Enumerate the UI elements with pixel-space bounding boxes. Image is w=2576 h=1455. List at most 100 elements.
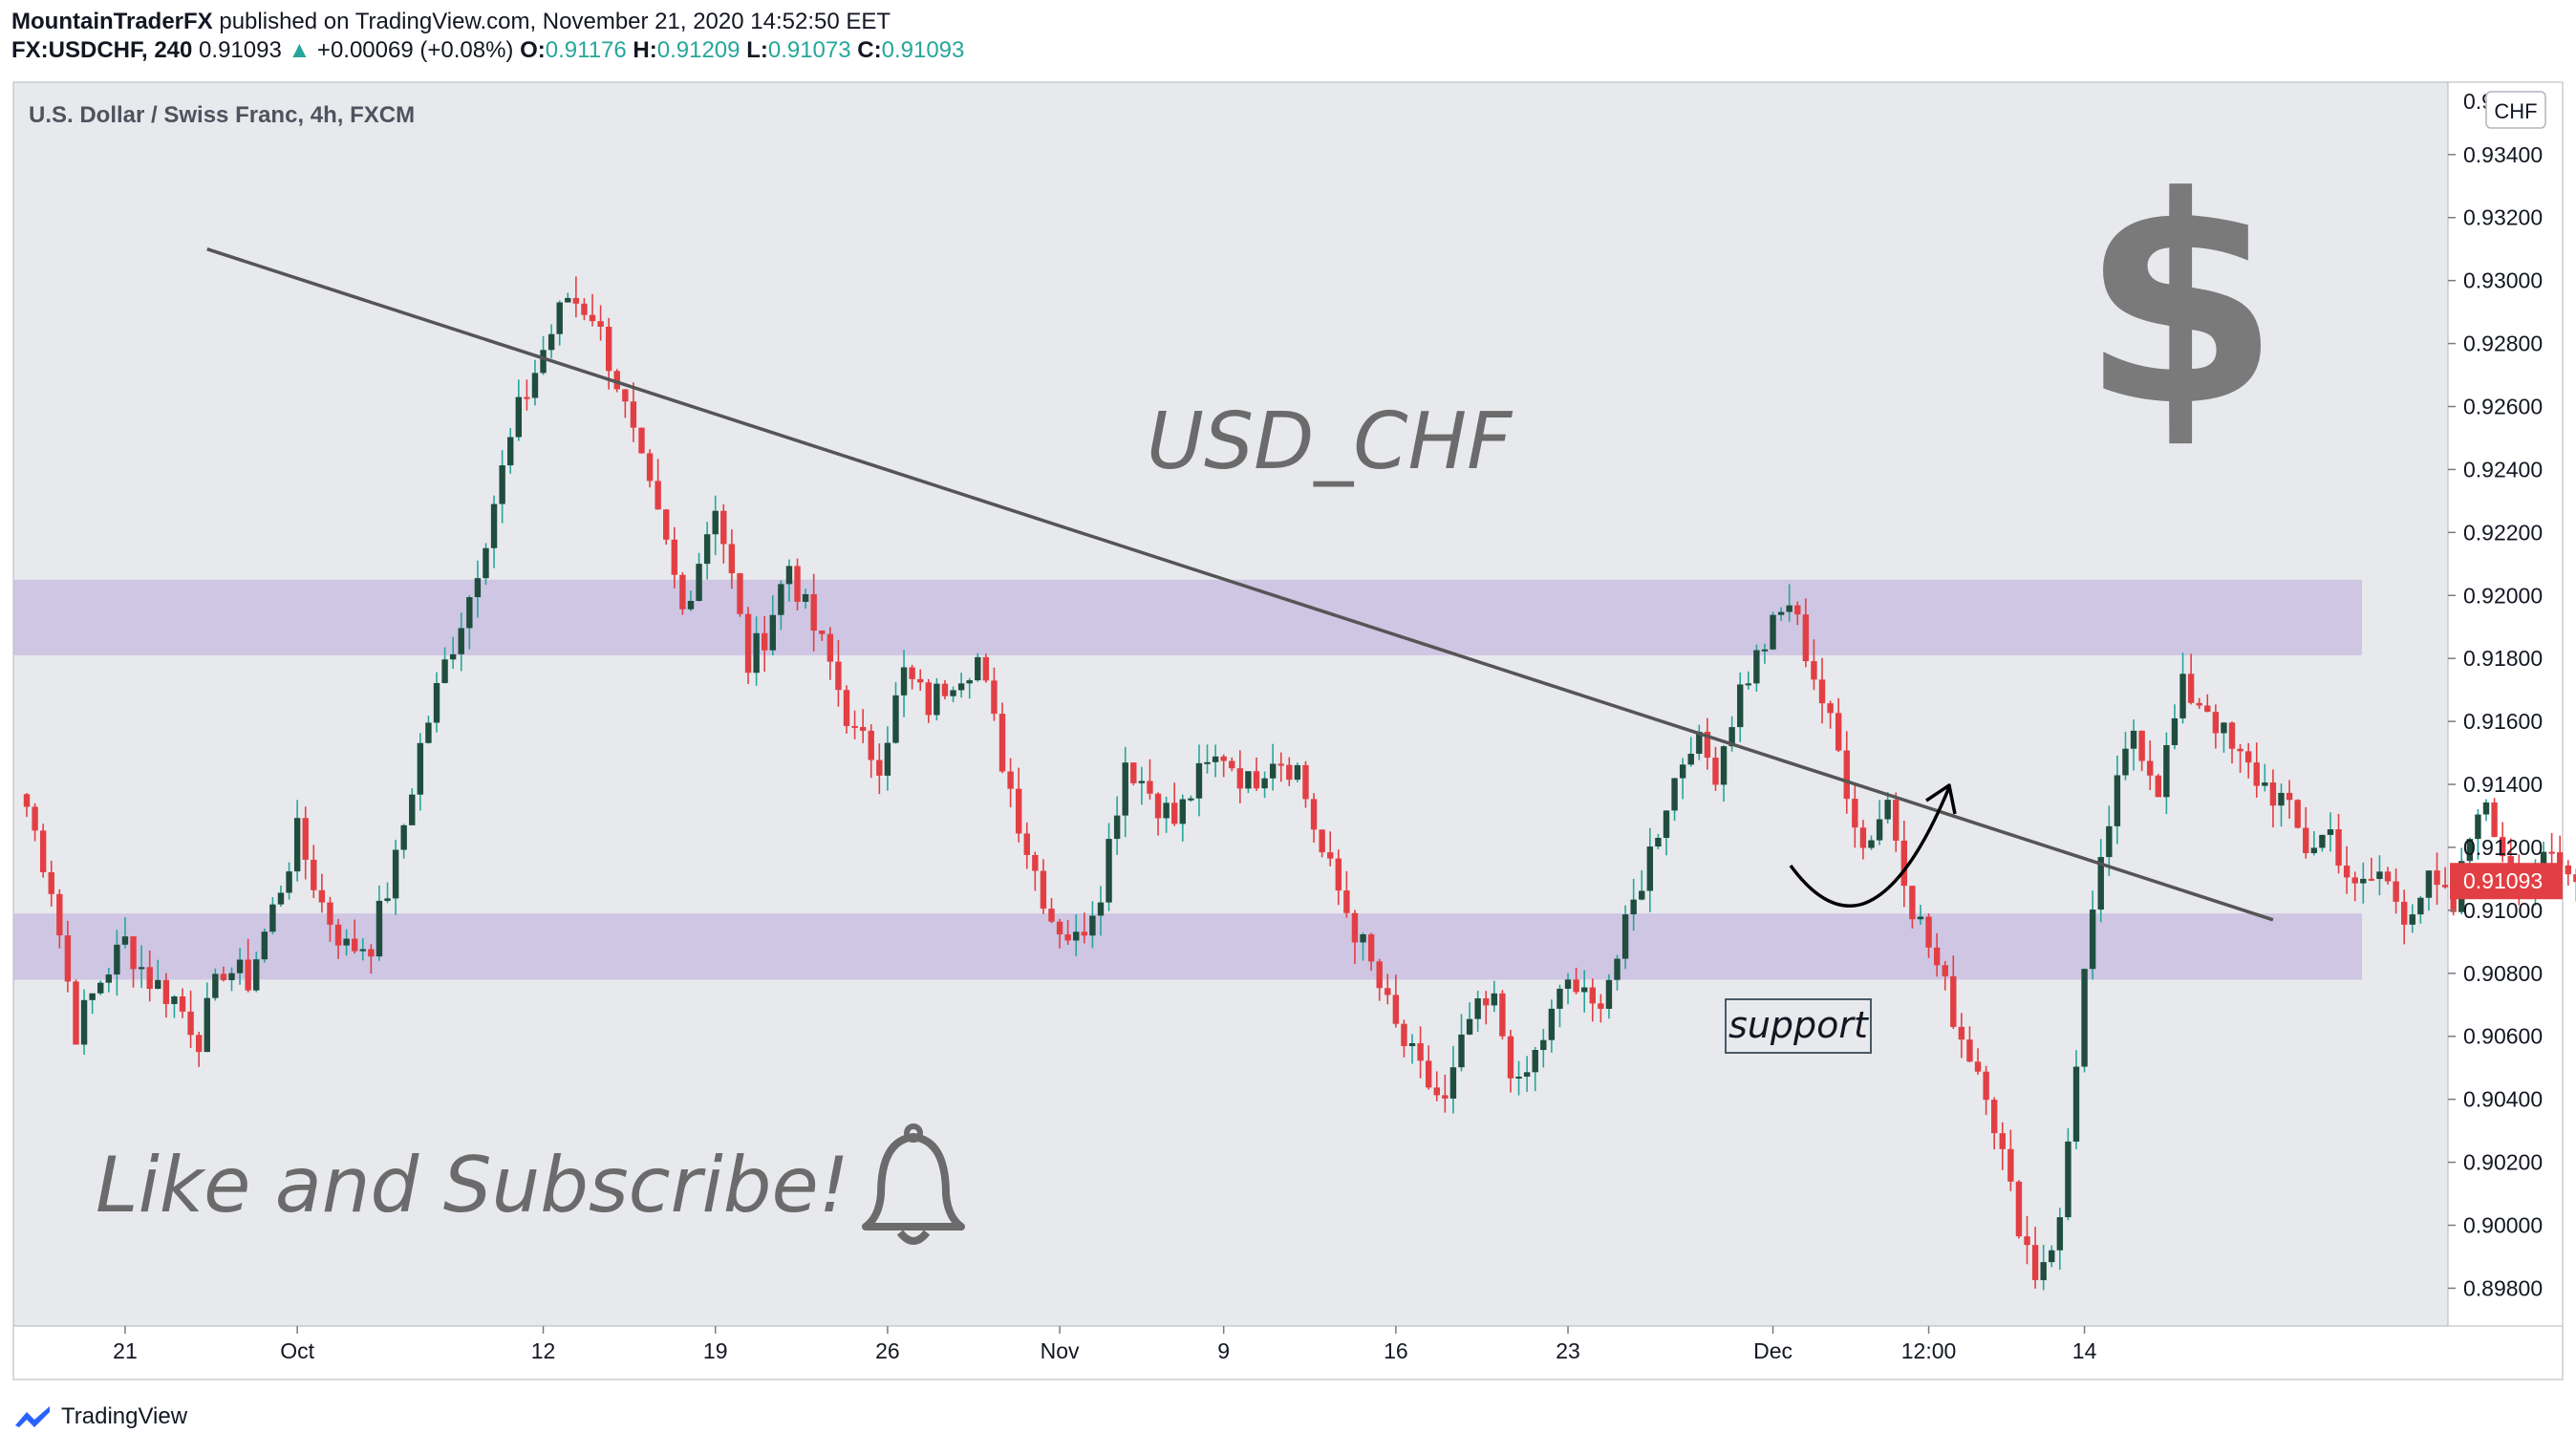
candle-body [1770, 614, 1776, 650]
candle-body [1589, 987, 1596, 1004]
price-tick-label: 0.90200 [2463, 1150, 2543, 1175]
candle-body [2425, 870, 2433, 898]
candle-body [2335, 829, 2342, 867]
candle-body [1474, 998, 1481, 1019]
price-tick-label: 0.92000 [2463, 583, 2543, 608]
high-value: 0.91209 [656, 37, 741, 63]
plot-background [13, 82, 2448, 1326]
candle-body [785, 566, 793, 585]
candle-body [1188, 798, 1194, 801]
candle-body [105, 974, 112, 983]
candle-body [1106, 839, 1112, 903]
candle-body [392, 849, 399, 899]
candle-body [1408, 1042, 1416, 1047]
time-axis-pane [12, 1325, 2564, 1380]
candle-body [2368, 878, 2375, 881]
candle-body [1802, 614, 1810, 662]
candle-body [524, 396, 530, 399]
candle-body [703, 534, 711, 565]
candle-body [794, 566, 801, 602]
candle-body [1515, 1076, 1522, 1079]
candle-body [565, 297, 571, 303]
candle-body [1425, 1060, 1432, 1088]
candle-body [269, 904, 276, 932]
current-price-label: 0.91093 [2463, 868, 2543, 893]
price-tick-label: 0.92200 [2463, 520, 2543, 545]
low-value: 0.91073 [767, 37, 851, 63]
candle-body [1130, 762, 1137, 783]
author-name[interactable]: MountainTraderFX [11, 9, 213, 34]
candle-body [1220, 756, 1227, 761]
symbol-label[interactable]: FX:USDCHF, 240 [11, 37, 193, 63]
candle-body [2024, 1236, 2030, 1246]
candle-body [2303, 827, 2309, 854]
candle-body [687, 600, 695, 610]
price-tick-label: 0.90400 [2463, 1087, 2543, 1112]
close-value: 0.91093 [881, 37, 965, 63]
candle-body [2393, 881, 2399, 902]
candle-body [155, 979, 161, 990]
candle-body [1286, 764, 1293, 781]
candle-body [810, 593, 817, 631]
candle-body [261, 931, 268, 960]
time-tick-label: Dec [1753, 1338, 1792, 1363]
candle-body [1171, 802, 1178, 824]
candle-body [334, 924, 342, 946]
candle-body [507, 437, 514, 466]
candle-body [1163, 802, 1170, 819]
candle-body [2441, 885, 2449, 888]
candle-body [957, 683, 965, 691]
candle-body [2228, 722, 2236, 749]
candle-body [352, 938, 358, 952]
candle-body [2360, 878, 2367, 884]
dollar-sign-icon: $ [2081, 136, 2281, 469]
support-label: support [1728, 1004, 1870, 1046]
candle-body [2262, 782, 2268, 786]
candle-body [114, 944, 120, 975]
tradingview-logo-icon [15, 1406, 50, 1427]
close-label: C: [857, 37, 882, 63]
candle-body [2040, 1262, 2047, 1280]
candle-body [2466, 839, 2474, 862]
candle-body [1195, 762, 1203, 799]
candle-body [39, 830, 47, 873]
candle-body [1367, 933, 1375, 962]
candle-body [1343, 890, 1350, 913]
candle-body [2221, 722, 2227, 734]
candle-body [1564, 979, 1572, 989]
time-tick-label: 19 [703, 1338, 728, 1363]
currency-badge [2485, 91, 2546, 129]
candle-body [1639, 890, 1645, 900]
candle-body [1064, 934, 1071, 941]
candle-body [2548, 851, 2555, 854]
candle-body [1327, 852, 1334, 859]
candle-body [2204, 705, 2211, 713]
candle-body [409, 794, 416, 825]
candle-body [1442, 1095, 1449, 1099]
candle-body [1335, 858, 1342, 891]
candle-body [2384, 871, 2392, 882]
candle-body [826, 633, 834, 662]
candle-body [228, 973, 235, 980]
candle-body [2089, 909, 2096, 970]
publish-info: MountainTraderFX published on TradingVie… [11, 8, 2563, 36]
candle-body [1753, 650, 1760, 684]
tradingview-footer[interactable]: TradingView [13, 1401, 187, 1433]
time-tick-label: 26 [875, 1338, 900, 1363]
candle-body [950, 690, 956, 696]
candle-body [1646, 846, 1654, 891]
candle-body [1040, 870, 1047, 909]
price-tick-label: 0.92600 [2463, 395, 2543, 419]
candle-body [1614, 958, 1621, 980]
candle-body [48, 872, 54, 894]
candle-body [1933, 947, 1941, 966]
candle-body [851, 725, 858, 728]
candle-body [2056, 1217, 2064, 1251]
candle-body [343, 938, 350, 946]
brand-name: TradingView [61, 1403, 188, 1429]
published-text: published on TradingView.com, November 2… [219, 9, 891, 34]
candle-body [991, 680, 998, 715]
candle-body [1392, 995, 1400, 1024]
